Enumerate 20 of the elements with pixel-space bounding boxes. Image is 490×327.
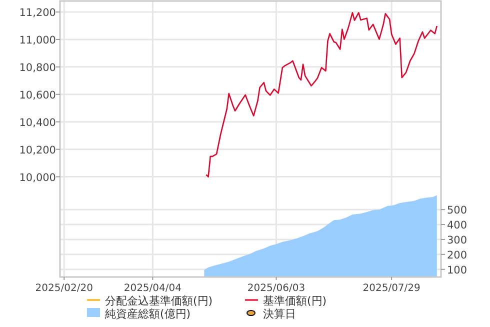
y-tick-label: 10,200 — [19, 144, 56, 156]
y-tick-label: 10,600 — [19, 89, 56, 102]
legend-label: 決算日 — [263, 308, 296, 320]
x-tick-label: 2025/07/29 — [362, 283, 420, 294]
y-tick-label: 10,000 — [19, 172, 56, 184]
legend-label: 基準価額(円) — [263, 294, 327, 308]
y2-tick-label: 500 — [447, 204, 468, 217]
x-tick-label: 2025/04/04 — [124, 283, 182, 294]
y-tick-label: 10,800 — [19, 62, 56, 74]
y2-tick-label: 100 — [447, 264, 468, 276]
y2-tick-label: 400 — [447, 220, 468, 232]
x-tick-label: 2025/02/20 — [35, 283, 93, 294]
legend-label: 純資産総額(億円) — [105, 308, 191, 320]
legend-label: 分配金込基準価額(円) — [105, 294, 213, 308]
y-tick-label: 11,000 — [19, 34, 56, 46]
y-tick-label: 11,200 — [19, 6, 56, 19]
y-tick-label: 10,400 — [19, 116, 56, 129]
x-tick-label: 2025/06/03 — [247, 283, 306, 294]
y2-tick-label: 300 — [447, 234, 468, 246]
y2-tick-label: 200 — [447, 249, 468, 262]
